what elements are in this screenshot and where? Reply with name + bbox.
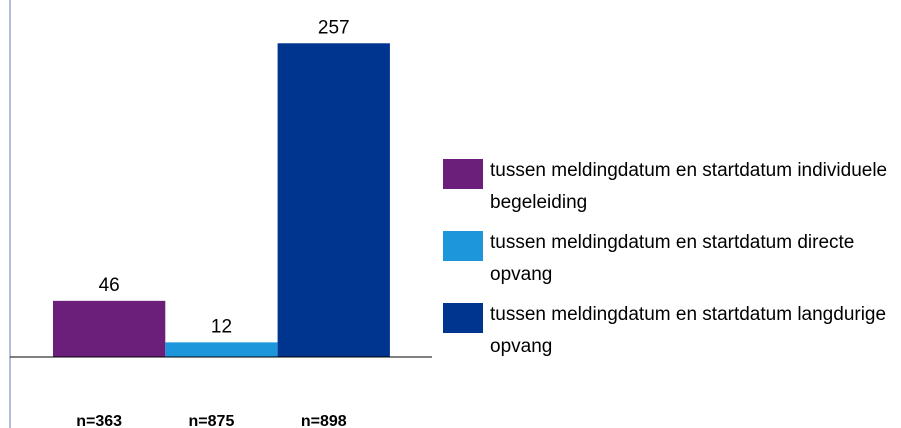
legend-item: tussen meldingdatum en startdatum indivi… [443, 158, 893, 222]
value-label: 12 [211, 316, 232, 337]
bar [53, 300, 166, 357]
legend-label: tussen meldingdatum en startdatum langdu… [490, 304, 887, 357]
legend-swatch [443, 159, 483, 189]
legend-label: tussen meldingdatum en startdatum direct… [490, 232, 855, 285]
legend-label: tussen meldingdatum en startdatum indivi… [490, 160, 888, 213]
value-label: 46 [99, 275, 120, 296]
bar [165, 342, 278, 357]
x-tick-label: n=363 [76, 413, 122, 428]
bar [277, 43, 390, 358]
x-tick-label: n=875 [189, 413, 235, 428]
legend-item: tussen meldingdatum en startdatum direct… [443, 230, 893, 294]
legend-item: tussen meldingdatum en startdatum langdu… [443, 302, 893, 366]
x-tick-label: n=898 [301, 413, 347, 428]
legend-swatch [443, 231, 483, 261]
legend-swatch [443, 303, 483, 333]
value-label: 257 [318, 17, 350, 38]
legend: tussen meldingdatum en startdatum indivi… [443, 158, 893, 374]
